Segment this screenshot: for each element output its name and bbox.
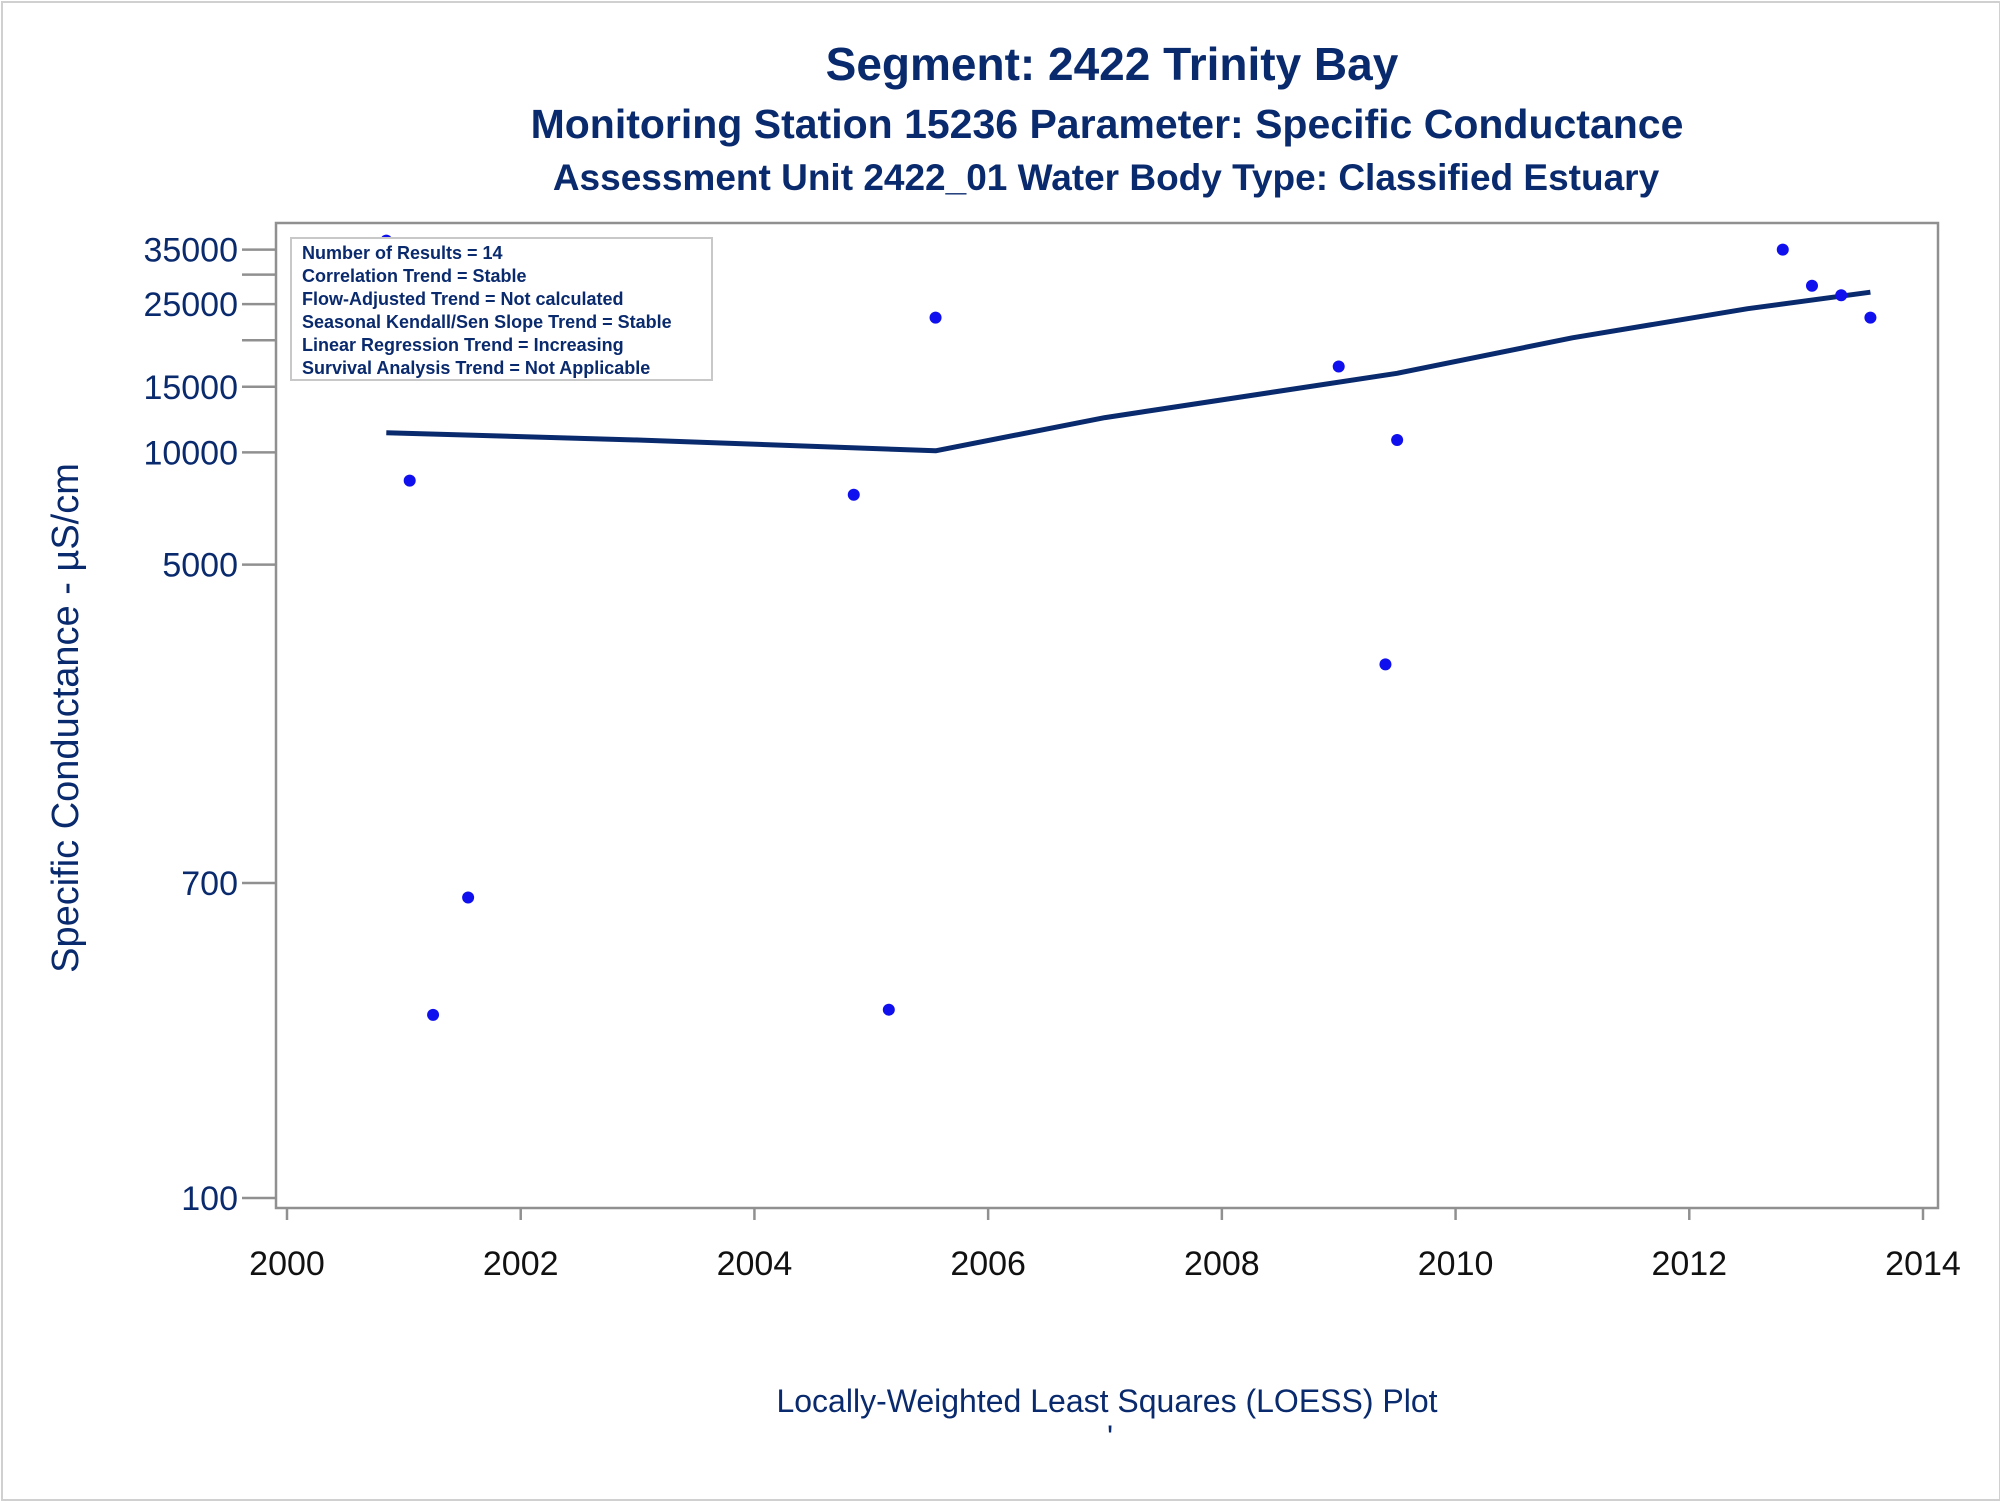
y-tick-label: 700 <box>181 865 238 903</box>
trend-summary-border <box>290 237 713 381</box>
trend-summary-line: Seasonal Kendall/Sen Slope Trend = Stabl… <box>302 312 672 332</box>
data-point <box>1391 433 1404 446</box>
trend-summary-line: Linear Regression Trend = Increasing <box>302 335 624 355</box>
data-point <box>403 474 416 487</box>
data-point <box>1805 279 1818 292</box>
trend-summary-line: Survival Analysis Trend = Not Applicable <box>302 358 650 378</box>
y-tick-label: 15000 <box>143 369 238 407</box>
data-point <box>929 311 942 324</box>
x-tick-label: 2004 <box>717 1245 793 1283</box>
y-tick-label: 10000 <box>143 434 238 472</box>
y-tick-label: 5000 <box>162 547 238 585</box>
trend-summary-line: Number of Results = 14 <box>302 243 503 263</box>
data-point <box>1776 243 1789 256</box>
x-tick-label: 2006 <box>950 1245 1026 1283</box>
data-point <box>1835 289 1848 302</box>
chart-subtitle-2: Assessment Unit 2422_01 Water Body Type:… <box>553 157 1660 198</box>
trend-summary-line: Flow-Adjusted Trend = Not calculated <box>302 289 624 309</box>
plot-area <box>274 221 1940 1210</box>
x-tick-label: 2010 <box>1418 1245 1494 1283</box>
y-axis: 35000 25000 15000 10000 5000 700 100 <box>143 232 276 1218</box>
data-point <box>1332 360 1345 373</box>
x-axis: 2000 2002 2004 2006 2008 2010 2012 2014 <box>249 1208 1961 1283</box>
x-tick-label: 2002 <box>483 1245 559 1283</box>
data-point <box>847 488 860 501</box>
trend-summary-line: Correlation Trend = Stable <box>302 266 527 286</box>
x-tick-label: 2012 <box>1651 1245 1727 1283</box>
data-point <box>1379 658 1392 671</box>
trend-summary-box: Number of Results = 14 Correlation Trend … <box>290 237 713 381</box>
y-tick-label: 35000 <box>143 232 238 270</box>
y-tick-label: 100 <box>181 1180 238 1218</box>
chart-title: Segment: 2422 Trinity Bay <box>826 38 1399 90</box>
x-axis-label: Locally-Weighted Least Squares (LOESS) P… <box>776 1383 1437 1419</box>
data-point <box>882 1003 895 1016</box>
loess-trend-line <box>386 289 1871 454</box>
y-axis-label: Specific Conductance - µS/cm <box>45 463 87 973</box>
x-tick-label: 2000 <box>249 1245 325 1283</box>
y-tick-label: 25000 <box>143 286 238 324</box>
chart-subtitle: Monitoring Station 15236 Parameter: Spec… <box>531 101 1684 147</box>
footnote: ' <box>1107 1419 1113 1455</box>
x-tick-label: 2014 <box>1885 1245 1961 1283</box>
x-tick-label: 2008 <box>1184 1245 1260 1283</box>
data-point <box>1864 311 1877 324</box>
loess-line-path <box>386 289 1871 454</box>
data-point <box>462 891 475 904</box>
data-point <box>427 1008 440 1021</box>
